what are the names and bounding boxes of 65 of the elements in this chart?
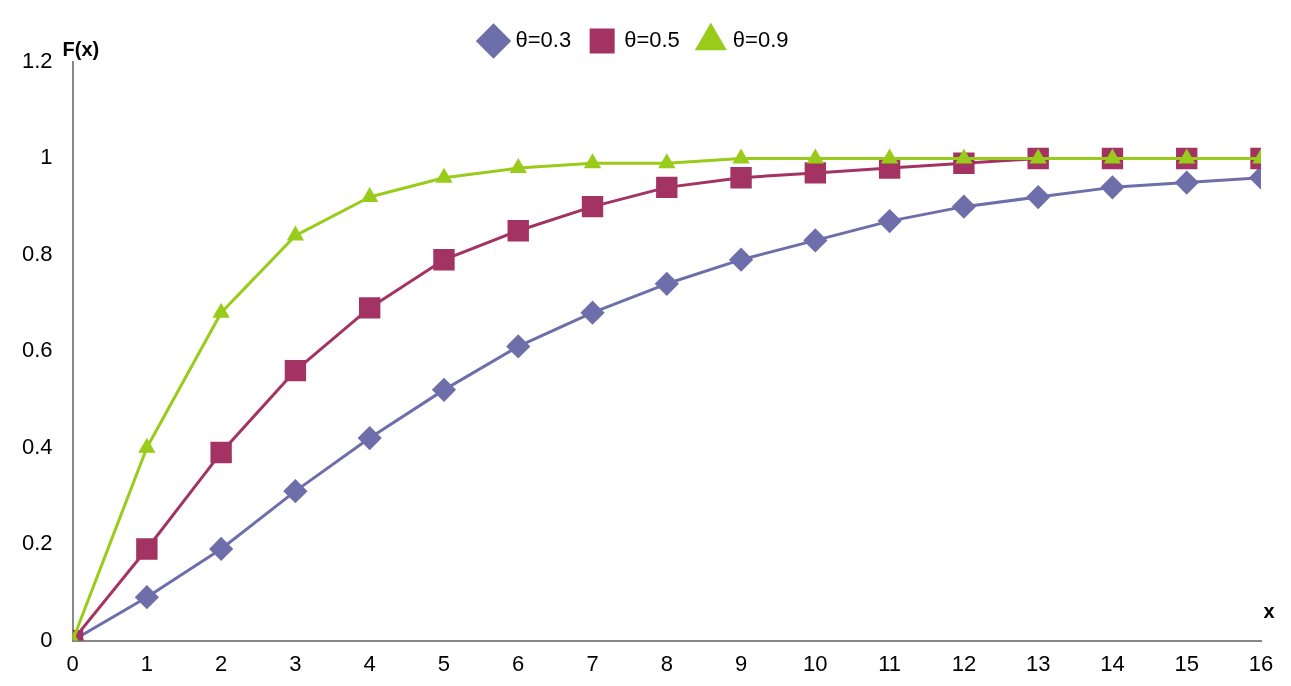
point	[655, 272, 679, 296]
point	[287, 227, 303, 241]
point	[510, 159, 526, 174]
point	[730, 167, 752, 189]
x-axis-title: x	[1263, 600, 1275, 623]
point	[362, 188, 378, 203]
x-tick-label: 15	[1174, 650, 1199, 676]
point	[584, 154, 601, 169]
point	[878, 209, 902, 233]
legend-label: θ=0.3	[515, 27, 572, 53]
point	[581, 195, 604, 218]
point	[656, 176, 678, 199]
x-tick-label: 10	[803, 650, 828, 676]
y-axis-title: F(x)	[62, 37, 100, 60]
point	[135, 585, 159, 609]
point	[729, 248, 753, 272]
y-tick-label: 0.2	[21, 530, 53, 556]
point	[733, 149, 749, 164]
point	[952, 195, 976, 219]
point	[136, 538, 158, 560]
y-tick-label: 0	[40, 626, 53, 652]
x-tick-label: 2	[215, 650, 228, 676]
point	[436, 169, 452, 183]
x-tick-label: 9	[734, 650, 748, 676]
x-tick-label: 8	[660, 650, 673, 676]
point	[432, 378, 456, 402]
x-tick-label: 16	[1248, 650, 1274, 676]
point	[210, 441, 232, 464]
x-tick-label: 6	[512, 650, 525, 676]
x-tick-label: 7	[586, 650, 599, 676]
x-tick-label: 13	[1025, 650, 1051, 676]
y-tick-label: 0.4	[21, 433, 53, 459]
x-tick-label: 3	[289, 650, 302, 676]
point	[1026, 185, 1050, 209]
point	[209, 537, 233, 561]
point	[1175, 171, 1199, 195]
y-tick-label: 0.6	[21, 337, 53, 363]
point	[803, 228, 827, 252]
x-tick-label: 0	[66, 650, 79, 676]
x-tick-label: 11	[878, 650, 902, 676]
point	[359, 297, 381, 319]
point	[659, 154, 675, 169]
x-tick-label: 14	[1100, 650, 1125, 676]
x-tick-label: 5	[437, 650, 451, 676]
point	[283, 479, 307, 503]
point	[213, 304, 229, 318]
y-tick-label: 1.2	[21, 48, 53, 74]
point	[1100, 175, 1124, 199]
point	[139, 439, 155, 453]
y-tick-label: 0.8	[21, 240, 53, 266]
legend-label: θ=0.9	[732, 27, 789, 53]
point	[506, 334, 530, 358]
point	[358, 426, 382, 450]
x-tick-label: 12	[951, 650, 977, 676]
x-tick-label: 4	[363, 650, 376, 676]
point	[507, 220, 529, 242]
point	[804, 162, 827, 184]
point	[433, 249, 455, 271]
x-tick-label: 1	[140, 650, 153, 676]
point	[581, 301, 605, 325]
y-tick-label: 1	[40, 144, 53, 170]
legend-label: θ=0.5	[624, 27, 680, 53]
point	[807, 149, 823, 164]
point	[284, 359, 307, 382]
point	[882, 149, 898, 164]
